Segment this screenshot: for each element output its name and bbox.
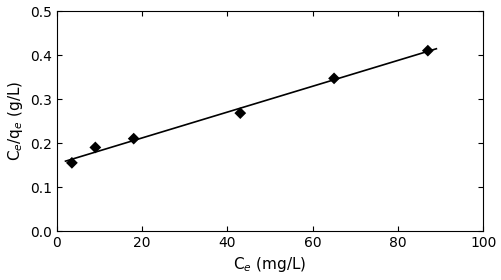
Point [423,48,431,53]
X-axis label: C$_e$ (mg/L): C$_e$ (mg/L) [233,255,306,274]
Point [68,161,76,165]
Point [91,145,99,150]
Y-axis label: C$_e$/q$_e$ (g/L): C$_e$/q$_e$ (g/L) [6,81,25,161]
Point [329,76,337,81]
Point [236,111,244,115]
Point [129,136,137,141]
